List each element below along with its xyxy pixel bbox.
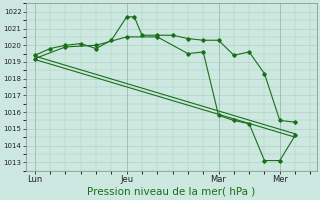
X-axis label: Pression niveau de la mer( hPa ): Pression niveau de la mer( hPa ) xyxy=(87,187,255,197)
